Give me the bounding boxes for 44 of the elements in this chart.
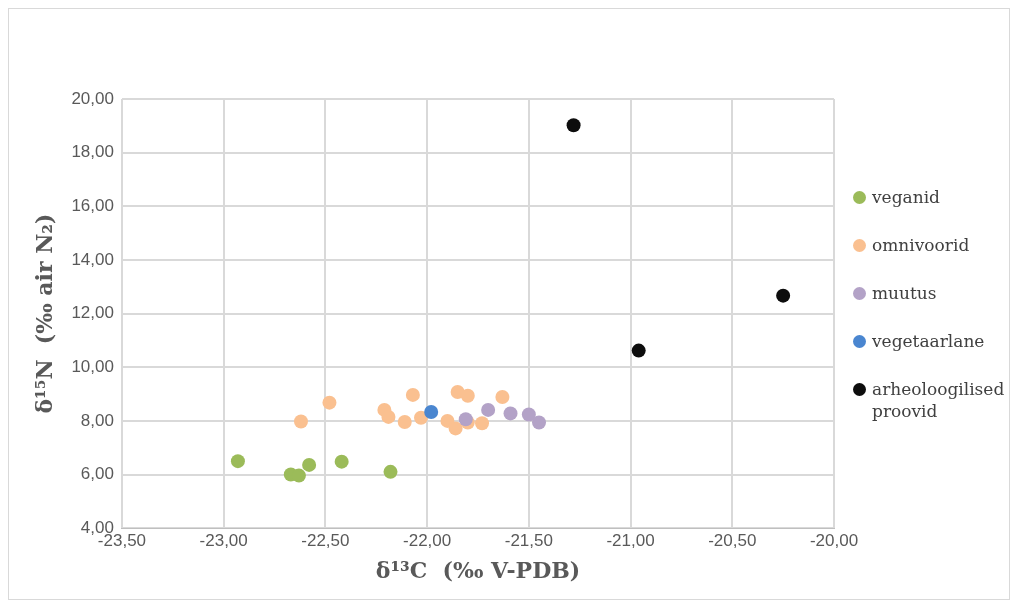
point	[475, 416, 490, 431]
legend-label: veganid	[872, 186, 940, 208]
point	[503, 406, 518, 421]
legend-label: muutus	[872, 282, 937, 304]
point	[381, 409, 396, 424]
legend-label: vegetaarlane	[872, 330, 985, 352]
point	[448, 421, 463, 436]
y-tick-label: 18,00	[71, 142, 114, 162]
y-tick-label: 16,00	[71, 195, 114, 215]
y-tick-label: 10,00	[71, 356, 114, 376]
x-tick-label: -21,50	[504, 531, 553, 551]
y-tick-label: 12,00	[71, 303, 114, 323]
point	[776, 288, 791, 303]
legend-label: arheoloogilised proovid	[872, 378, 1005, 422]
point	[631, 343, 646, 358]
point	[230, 454, 245, 469]
y-axis-title: δ¹⁵N (‰ air N₂)	[30, 213, 57, 414]
point	[293, 414, 308, 429]
point	[405, 387, 420, 402]
point	[302, 457, 317, 472]
point	[322, 395, 337, 410]
point	[383, 464, 398, 479]
y-tick-label: 14,00	[71, 249, 114, 269]
x-tick-label: -22,00	[403, 531, 452, 551]
x-tick-label: -20,50	[708, 531, 757, 551]
x-axis-title: δ¹³C (‰ V-PDB)	[375, 556, 581, 583]
x-tick-label: -22,50	[301, 531, 350, 551]
point	[334, 454, 349, 469]
point	[481, 402, 496, 417]
x-tick-label: -23,00	[199, 531, 248, 551]
point	[414, 410, 429, 425]
x-tick-label: -20,00	[809, 531, 859, 551]
legend-label: omnivoorid	[872, 234, 970, 256]
point	[460, 388, 475, 403]
y-tick-label: 20,00	[71, 88, 114, 108]
point	[495, 390, 510, 405]
y-tick-label: 8,00	[80, 410, 114, 430]
point	[397, 414, 412, 429]
y-tick-label: 6,00	[80, 464, 114, 484]
point	[521, 407, 536, 422]
point	[532, 415, 546, 430]
point	[424, 405, 439, 420]
x-tick-label: -21,00	[606, 531, 655, 551]
point	[566, 118, 581, 133]
